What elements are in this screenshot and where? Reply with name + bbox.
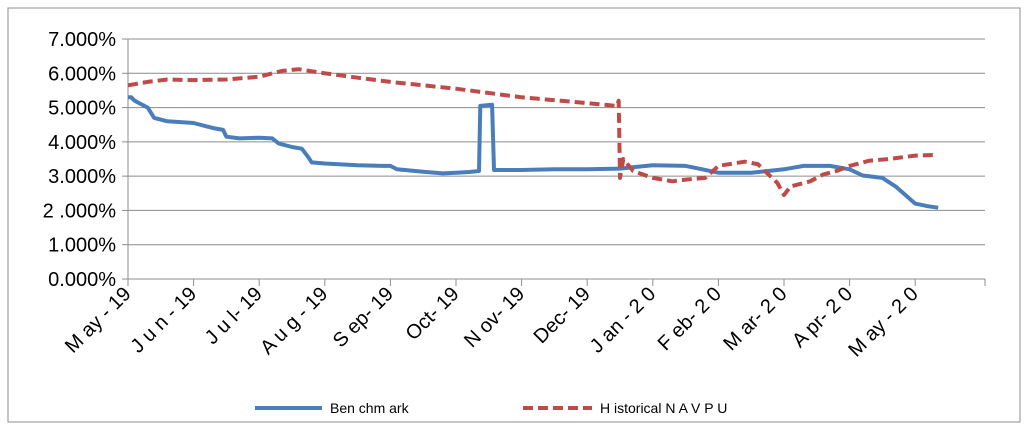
y-tick-labels: 0.000% 1.000% 2 .000% 3.000% 4.000% 5.000% 6.0… bbox=[43, 29, 117, 291]
y-tick-label: 4.000% bbox=[48, 132, 116, 154]
series-line-historical-navpu bbox=[127, 67, 935, 197]
y-tick-label: 2 .000% bbox=[43, 200, 117, 222]
axes bbox=[122, 38, 986, 286]
y-tick-label: 7.000% bbox=[48, 29, 116, 51]
legend: Ben chm ark H istorical N A V P U bbox=[255, 400, 727, 416]
y-tick-label: 5.000% bbox=[48, 98, 116, 120]
legend-label: Ben chm ark bbox=[330, 400, 410, 416]
y-tick-label: 6.000% bbox=[48, 63, 116, 85]
y-tick-label: 3.000% bbox=[48, 166, 116, 188]
series-line-benchmark bbox=[128, 95, 939, 210]
chart-border bbox=[7, 7, 1021, 423]
series-lines bbox=[127, 67, 939, 210]
legend-label: H istorical N A V P U bbox=[600, 400, 727, 416]
y-tick-label: 1.000% bbox=[48, 235, 116, 257]
y-tick-label: 0.000% bbox=[48, 269, 116, 291]
